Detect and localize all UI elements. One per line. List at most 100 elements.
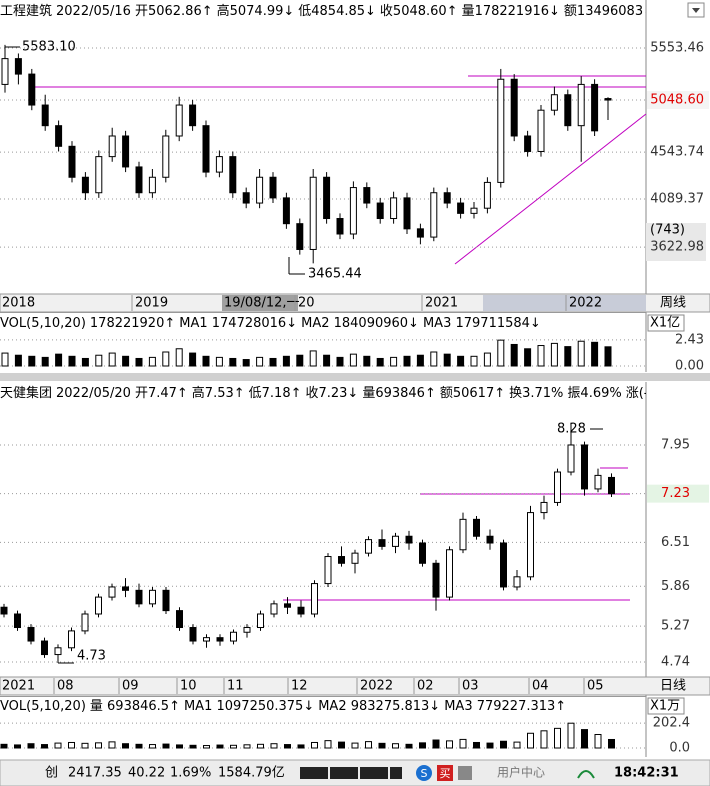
time-label: 04 <box>532 679 549 694</box>
volume-bar <box>122 743 129 749</box>
candle-body <box>470 207 478 214</box>
volume-bar <box>135 357 143 367</box>
candle-body <box>284 603 291 608</box>
divider <box>0 696 646 697</box>
volume-bar <box>175 348 183 367</box>
y-tick-label: 4.74 <box>661 654 690 669</box>
volume-bar <box>1 352 9 367</box>
volume-bar <box>81 742 89 749</box>
icon[interactable] <box>458 766 472 780</box>
volume-bar <box>376 357 384 367</box>
candle-body <box>229 156 237 194</box>
volume-bar <box>524 348 532 367</box>
menu-arrow <box>692 8 700 13</box>
indicator <box>300 767 328 779</box>
candle-body <box>416 228 424 238</box>
candle-body <box>430 192 438 238</box>
candle-body <box>483 181 491 209</box>
candle-body <box>564 94 572 127</box>
unit-label: X1亿 <box>650 316 680 331</box>
volume-bar <box>486 742 494 749</box>
volume-bar <box>216 744 224 749</box>
volume-bar <box>68 741 75 749</box>
volume-bar <box>55 353 63 367</box>
turnover: 1584.79亿 <box>218 766 285 781</box>
time-label: 20 <box>298 296 315 311</box>
candle-body <box>162 135 170 178</box>
volume-bar <box>28 355 36 367</box>
candle-body <box>390 197 398 220</box>
header-item: VOL(5,10,20) <box>0 316 86 331</box>
candle-body <box>323 176 331 220</box>
volume-bar <box>324 740 332 749</box>
candle-body <box>324 556 332 585</box>
candle-body <box>524 135 532 152</box>
volume-bar <box>419 742 426 749</box>
volume-bar <box>351 742 359 749</box>
header-item: 量178221916↓ <box>461 4 560 19</box>
header-item: 开5062.86↑ <box>134 4 213 19</box>
volume-bar <box>365 741 372 749</box>
header-item: 低4854.85↓ <box>298 4 376 19</box>
user-center[interactable]: 用户中心 <box>497 765 545 780</box>
info-box <box>646 223 706 261</box>
candle-body <box>336 218 344 235</box>
candle-body <box>257 613 264 629</box>
icon-label[interactable]: 买 <box>440 767 451 780</box>
candle-body <box>527 512 534 578</box>
icon-label[interactable]: S <box>421 767 428 780</box>
candle-body <box>594 474 602 490</box>
candle-body <box>68 145 76 178</box>
icon[interactable] <box>437 765 453 781</box>
volume-bar <box>189 744 197 749</box>
volume-bar <box>243 744 251 749</box>
header-item: MA3 779227.313↑ <box>444 699 567 714</box>
candle-body <box>108 135 116 158</box>
volume-bar <box>470 355 478 367</box>
volume-bar <box>135 743 143 749</box>
volume-bar <box>162 351 170 367</box>
index-name: 创 <box>45 766 58 781</box>
candle-body <box>1 58 9 85</box>
icon[interactable] <box>416 765 432 781</box>
candle-body <box>215 156 223 173</box>
volume-bar <box>242 359 250 367</box>
candle-body <box>14 613 21 629</box>
header-item: 额13496083↓ <box>563 4 646 19</box>
volume-bar <box>390 356 398 367</box>
time-label: 12 <box>291 679 308 694</box>
header-item: 开7.47↑ <box>134 386 188 401</box>
high-label: 5583.10 <box>22 40 76 55</box>
candle-body <box>81 613 89 632</box>
separator <box>0 373 710 381</box>
y-tick-label: 0.00 <box>675 359 704 374</box>
candle-body <box>459 518 467 551</box>
header-item: 量 693846.5↑ <box>89 699 180 714</box>
volume-bar <box>564 346 572 367</box>
candle-body <box>550 94 558 111</box>
volume-bar <box>282 355 290 367</box>
time-label: 09 <box>122 679 139 694</box>
y-tick-label: 5553.46 <box>650 40 704 55</box>
volume-bar <box>296 354 304 367</box>
candle-body <box>296 223 304 250</box>
candle-body <box>14 58 22 75</box>
candle-body <box>0 606 8 615</box>
candle-body <box>41 104 49 127</box>
header-item: 低7.18↑ <box>248 386 302 401</box>
volume-bar <box>309 350 317 367</box>
indicator <box>330 767 358 779</box>
y-tick-label: 3622.98 <box>650 240 704 255</box>
candle-body <box>135 166 143 194</box>
quote-header: 天健集团 2022/05/20 开7.47↑ 高7.53↑ 低7.18↑ 收7.23↓ 量6… <box>0 384 646 404</box>
time-label: 08 <box>57 679 74 694</box>
time-label: 11 <box>227 679 244 694</box>
quote-header: 工程建筑 2022/05/16 开5062.86↑ 高5074.99↓ 低4854.85… <box>0 2 646 22</box>
index-change-pct: 1.69% <box>170 766 211 781</box>
header-item: 天健集团 <box>0 386 53 401</box>
volume-bar <box>229 357 237 367</box>
y-tick-label: 5048.60 <box>650 93 704 108</box>
volume-bar <box>363 355 371 367</box>
candle-body <box>540 501 548 514</box>
candle-body <box>28 73 36 106</box>
